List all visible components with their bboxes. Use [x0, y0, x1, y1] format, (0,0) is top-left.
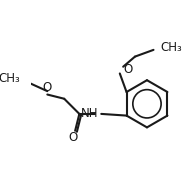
Text: NH: NH	[80, 107, 98, 120]
Text: CH₃: CH₃	[0, 72, 20, 85]
Text: O: O	[43, 81, 52, 94]
Text: CH₃: CH₃	[160, 41, 182, 54]
Text: O: O	[68, 131, 77, 144]
Text: O: O	[123, 63, 132, 76]
